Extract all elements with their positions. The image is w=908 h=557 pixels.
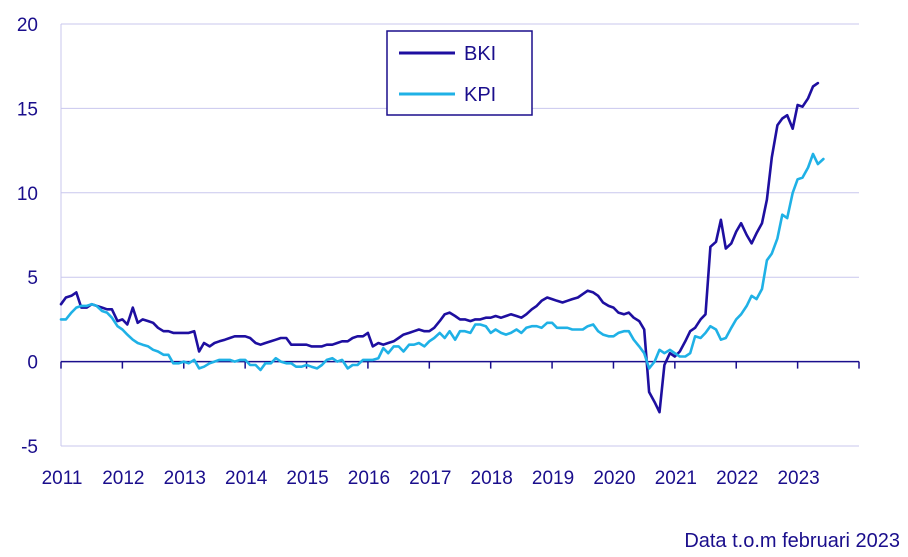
legend-box <box>386 30 533 116</box>
x-tick-label: 2016 <box>348 468 390 489</box>
x-tick-labels: 2011 2012 2013 2014 2015 2016 2017 2018 2019 2020… <box>42 468 820 489</box>
legend-label-bki: BKI <box>464 43 496 65</box>
y-tick-label: 20 <box>17 15 38 36</box>
y-tick-label: 5 <box>27 268 38 289</box>
series-lines <box>59 81 825 414</box>
series-line-kpi <box>59 152 825 372</box>
gridlines <box>60 23 859 447</box>
x-tick-label: 2012 <box>102 468 144 489</box>
y-tick-label: -5 <box>21 437 38 458</box>
y-tick-labels: -5 0 5 10 15 20 <box>17 15 38 458</box>
x-tick-label: 2018 <box>471 468 513 489</box>
x-tick-label: 2015 <box>286 468 328 489</box>
x-tick-label: 2011 <box>42 468 83 489</box>
x-tick-label: 2020 <box>593 468 635 489</box>
x-tick-label: 2021 <box>655 468 697 489</box>
x-tick-label: 2023 <box>777 468 819 489</box>
x-tick-label: 2019 <box>532 468 574 489</box>
x-tick-label: 2017 <box>409 468 451 489</box>
data-footnote: Data t.o.m februari 2023 <box>684 530 900 552</box>
legend-label-kpi: KPI <box>464 84 496 106</box>
x-tick-label: 2013 <box>164 468 206 489</box>
series-line-bki <box>59 81 820 414</box>
y-tick-label: 15 <box>17 99 38 120</box>
legend: BKI KPI <box>386 30 533 116</box>
x-tick-label: 2022 <box>716 468 758 489</box>
y-tick-label: 0 <box>27 353 38 374</box>
y-tick-label: 10 <box>17 184 38 205</box>
x-tick-label: 2014 <box>225 468 268 489</box>
